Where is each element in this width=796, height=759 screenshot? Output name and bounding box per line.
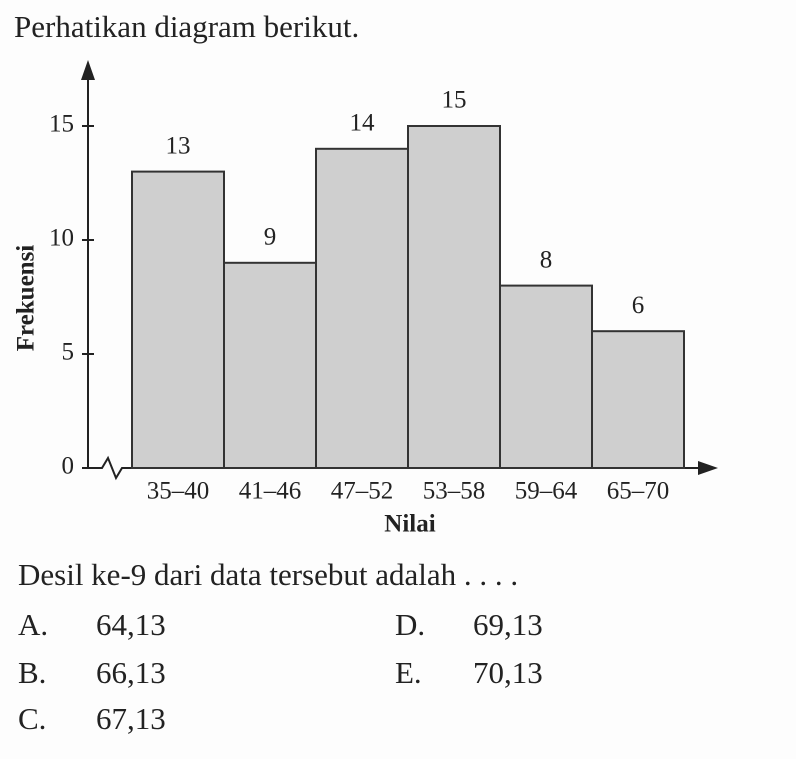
x-tick-label: 47–52 [331, 478, 394, 505]
x-tick-label: 41–46 [239, 478, 302, 505]
bar-value-label: 13 [166, 132, 191, 159]
option-letter: E. [395, 655, 422, 690]
option-text: 70,13 [473, 655, 543, 690]
bar-value-label: 15 [442, 87, 467, 114]
y-tick-label: 0 [62, 453, 75, 480]
option-letter: D. [395, 607, 425, 642]
bar [223, 261, 317, 469]
options: A. 64,13 B. 66,13 C. 67,13 D. 69,13 E. 70,13 [18, 607, 543, 736]
intro-text: Perhatikan diagram berikut. [14, 9, 359, 44]
option-letter: C. [18, 701, 46, 736]
bar-value-label: 9 [264, 224, 277, 251]
x-tick-label: 35–40 [147, 478, 210, 505]
option-text: 64,13 [96, 607, 166, 642]
x-axis-label: Nilai [384, 511, 435, 538]
bar [499, 284, 593, 469]
y-tick-label: 10 [49, 225, 74, 252]
x-axis-arrow [698, 461, 718, 475]
bar [131, 170, 225, 469]
y-tick-label: 5 [62, 339, 75, 366]
x-tick-label: 65–70 [607, 478, 670, 505]
bar-value-label: 14 [350, 110, 376, 137]
option-letter: A. [18, 607, 48, 642]
x-tick-label: 53–58 [423, 478, 486, 505]
y-axis-arrow [81, 60, 95, 80]
option-letter: B. [18, 655, 46, 690]
question-text: Desil ke-9 dari data tersebut adalah . .… [18, 557, 518, 592]
option-text: 66,13 [96, 655, 166, 690]
bar-value-label: 6 [632, 292, 645, 319]
option-text: 69,13 [473, 607, 543, 642]
y-axis-label: Frekuensi [13, 245, 40, 352]
y-tick-label: 15 [49, 111, 74, 138]
plot: 0 5 10 15 13 35–40 9 41–46 14 47–52 15 53–58 8 59–64 6… [49, 87, 685, 505]
x-tick-label: 59–64 [515, 478, 578, 505]
bar [591, 330, 685, 470]
bar [315, 147, 409, 470]
bar [407, 125, 501, 469]
option-text: 67,13 [96, 701, 166, 736]
bar-value-label: 8 [540, 246, 553, 273]
